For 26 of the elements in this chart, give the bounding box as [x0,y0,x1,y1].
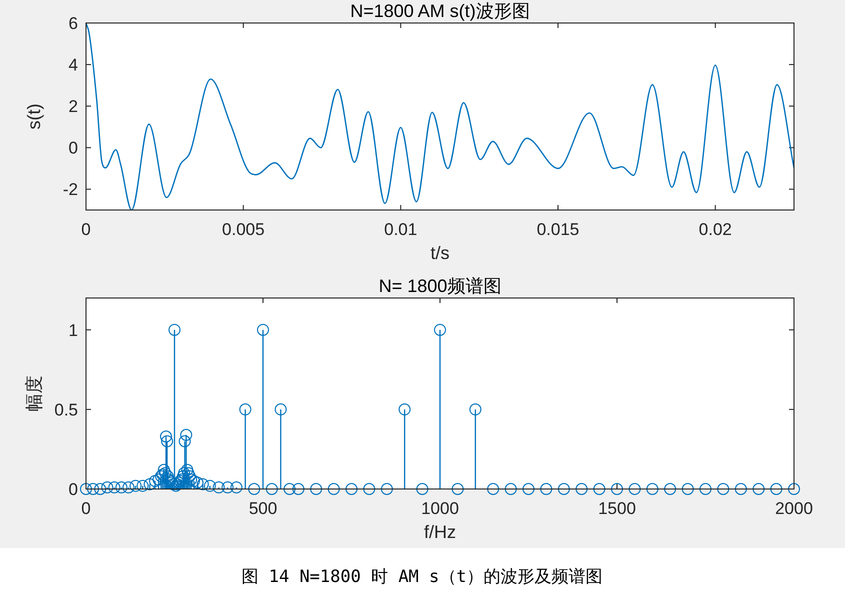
x-tick-label: 0.005 [222,220,265,239]
x-tick-label: 0 [81,220,91,239]
x-tick-label: 0.015 [536,220,580,239]
x-tick-label: 0.02 [698,220,732,239]
x-tick-label: 0 [81,499,91,518]
y-tick-label: 0 [68,138,78,158]
y-tick-label: 6 [68,14,78,33]
x-tick-label: 1500 [598,499,636,518]
y-tick-label: 2 [68,97,78,116]
y-tick-label: 4 [68,56,78,75]
x-tick-label: 2000 [775,499,813,518]
chart-title: N= 1800频谱图 [378,276,502,296]
x-tick-label: 1000 [421,499,459,518]
line-series [85,22,795,211]
y-tick-label: 0 [68,480,78,499]
x-axis-title: t/s [430,243,450,263]
x-tick-label: 500 [248,499,278,518]
caption: 图 14 N=1800 时 AM s（t）的波形及频谱图 [242,567,602,587]
y-tick-label: 0.5 [54,400,78,420]
x-tick-label: 0.01 [384,220,418,239]
y-axis-title: s(t) [24,104,44,130]
y-tick-label: -2 [62,180,78,200]
chart-title: N=1800 AM s(t)波形图 [350,1,530,21]
y-axis-title: 幅度 [24,376,44,412]
y-tick-label: 1 [68,320,78,340]
x-axis-title: f/Hz [424,522,456,542]
